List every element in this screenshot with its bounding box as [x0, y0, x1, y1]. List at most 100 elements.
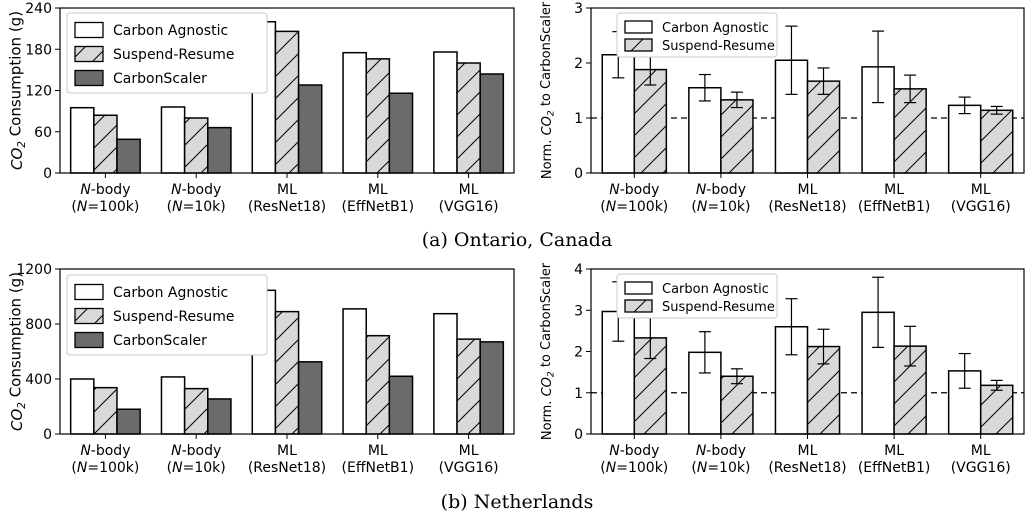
x-tick-label: (EffNetB1) — [342, 199, 415, 215]
legend-swatch — [74, 69, 104, 87]
y-tick-label: 120 — [25, 84, 52, 100]
x-tick-label: (N=10k) — [167, 199, 226, 215]
legend-label: Suspend-Resume — [113, 47, 235, 63]
bar — [979, 109, 1014, 174]
x-tick-label: (ResNet18) — [768, 460, 846, 476]
x-tick-label: (ResNet18) — [248, 460, 326, 476]
x-tick-label: ML — [277, 182, 297, 198]
y-tick-label: 240 — [25, 1, 52, 17]
bar — [183, 117, 209, 174]
x-tick-label: (ResNet18) — [768, 199, 846, 215]
x-tick-label: (EffNetB1) — [858, 460, 931, 476]
bar — [69, 106, 95, 174]
x-tick-label: ML — [459, 443, 479, 459]
bar — [720, 99, 754, 174]
netherlands-normalized-chart: 01234N-body(N=100k)N-body(N=10k)ML(ResNe… — [539, 262, 1025, 476]
legend-swatch — [624, 281, 653, 295]
y-axis-label: Norm. CO2 to CarbonScaler — [539, 262, 557, 440]
y-tick-label: 2 — [574, 345, 583, 361]
y-tick-label: 3 — [574, 1, 583, 17]
bar — [456, 338, 481, 435]
y-axis-label: CO2 Consumption (g) — [7, 11, 29, 170]
bar — [93, 114, 118, 174]
bar — [183, 387, 209, 435]
legend-label: Carbon Agnostic — [113, 285, 228, 301]
bar — [388, 92, 414, 174]
bar — [479, 73, 505, 174]
legend-label: Carbon Agnostic — [662, 282, 769, 297]
bar — [116, 138, 141, 174]
y-tick-label: 3 — [574, 303, 583, 319]
legend-swatch — [74, 283, 104, 301]
x-tick-label: (VGG16) — [951, 460, 1011, 476]
ontario-normalized-chart: 0123N-body(N=100k)N-body(N=10k)ML(ResNet… — [539, 1, 1025, 215]
bar — [720, 375, 754, 435]
bar — [433, 312, 458, 435]
x-tick-label: N-body — [696, 443, 746, 459]
y-tick-label: 0 — [43, 427, 52, 443]
legend-label: Carbon Agnostic — [662, 21, 769, 36]
legend-box — [66, 274, 268, 356]
x-tick-label: ML — [368, 182, 388, 198]
x-tick-label: ML — [971, 182, 991, 198]
x-tick-label: (N=100k) — [600, 460, 668, 476]
x-tick-label: (N=100k) — [71, 199, 139, 215]
x-tick-label: (N=100k) — [71, 460, 139, 476]
legend-label: Suspend-Resume — [662, 300, 775, 315]
x-tick-label: N-body — [171, 443, 221, 459]
legend-label: Carbon Agnostic — [113, 23, 228, 39]
x-tick-label: (EffNetB1) — [342, 460, 415, 476]
x-tick-label: N-body — [609, 443, 659, 459]
bar — [342, 308, 367, 435]
bar — [433, 51, 458, 174]
x-tick-label: ML — [971, 443, 991, 459]
x-tick-label: (N=10k) — [691, 460, 750, 476]
bar — [388, 375, 414, 435]
y-tick-label: 0 — [574, 166, 583, 182]
bar — [342, 51, 367, 174]
bar — [979, 384, 1014, 435]
legend-box — [616, 12, 778, 58]
x-tick-label: (N=10k) — [691, 199, 750, 215]
x-tick-label: ML — [798, 182, 818, 198]
legend-box — [616, 273, 778, 319]
x-tick-label: ML — [798, 443, 818, 459]
y-tick-label: 2 — [574, 56, 583, 72]
legend-swatch — [624, 299, 653, 313]
bar — [207, 126, 232, 174]
caption-ontario: (a) Ontario, Canada — [422, 229, 613, 251]
x-tick-label: N-body — [696, 182, 746, 198]
legend-swatch — [624, 38, 653, 52]
bar — [456, 62, 481, 174]
x-tick-label: N-body — [80, 182, 130, 198]
y-axis-label: Norm. CO2 to CarbonScaler — [539, 1, 557, 179]
y-tick-label: 0 — [574, 427, 583, 443]
plot-frame — [59, 7, 515, 174]
legend-label: Suspend-Resume — [113, 309, 235, 325]
x-tick-label: (EffNetB1) — [858, 199, 931, 215]
x-tick-label: (ResNet18) — [248, 199, 326, 215]
legend-box — [66, 12, 268, 94]
bar — [160, 106, 186, 174]
x-tick-label: ML — [368, 443, 388, 459]
legend-swatch — [74, 331, 104, 349]
y-tick-label: 180 — [25, 42, 52, 58]
bar — [479, 341, 505, 435]
x-tick-label: (VGG16) — [439, 460, 499, 476]
bar — [297, 361, 323, 435]
legend-swatch — [624, 20, 653, 34]
bar — [160, 376, 186, 435]
bar — [365, 334, 391, 435]
y-tick-label: 800 — [25, 317, 52, 333]
x-tick-label: ML — [459, 182, 479, 198]
caption-netherlands: (b) Netherlands — [441, 491, 594, 513]
legend-label: Suspend-Resume — [662, 39, 775, 54]
plot-frame — [590, 7, 1025, 174]
bar — [633, 68, 668, 174]
x-tick-label: (VGG16) — [439, 199, 499, 215]
y-axis-label: CO2 Consumption (g) — [7, 272, 29, 431]
x-tick-label: ML — [277, 443, 297, 459]
x-tick-label: N-body — [171, 182, 221, 198]
bar — [947, 104, 982, 174]
